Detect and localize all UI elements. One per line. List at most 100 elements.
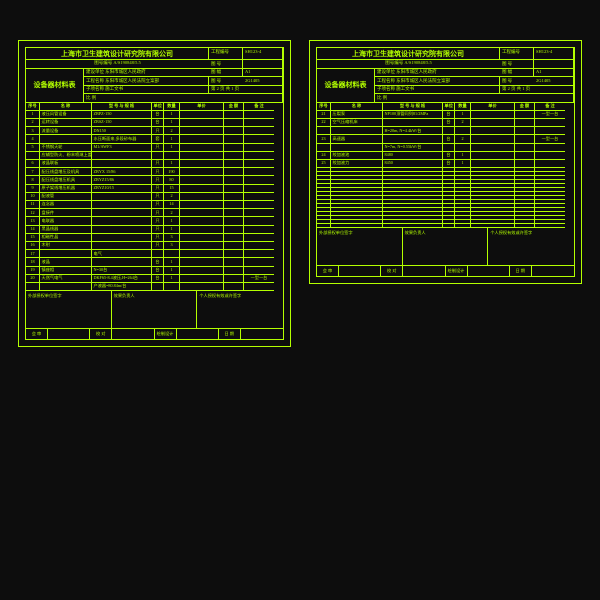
cell	[244, 209, 274, 217]
table-row: 6液晶联板只1	[26, 160, 283, 168]
cell: 15	[26, 234, 40, 242]
footer-cell: 日 期	[219, 329, 241, 339]
table-row: H=20m, N=4.4kW/台	[317, 127, 574, 135]
company-title: 上海市卫生建筑设计研究院有限公司	[26, 48, 209, 60]
cell	[244, 201, 274, 209]
cell	[471, 135, 515, 143]
cell: 流量设备	[40, 127, 92, 135]
cell: 电联器	[40, 217, 92, 225]
cell: 配压线盘增压及机具	[40, 168, 92, 176]
cell	[180, 144, 224, 152]
cell: 6	[26, 160, 40, 168]
cell	[92, 152, 152, 160]
cell: 19	[26, 267, 40, 275]
col-header: 备 注	[535, 103, 565, 111]
signature-cell: 效果负责人	[403, 228, 489, 266]
footer-cell	[177, 329, 219, 339]
cell	[244, 242, 274, 250]
cell	[152, 250, 164, 258]
cell	[180, 217, 224, 225]
cell	[471, 152, 515, 160]
cell: ZBSZ-150	[92, 119, 152, 127]
col-header: 型 号 与 规 格	[92, 103, 152, 111]
cell: 2	[26, 119, 40, 127]
cell	[92, 226, 152, 234]
cell: 原子架线增压机器	[40, 185, 92, 193]
cell: 配液管	[40, 193, 92, 201]
cell: 一型一台	[535, 111, 565, 119]
table-row: 9原子架线增压机器ZBYZ10/15只15	[26, 185, 283, 193]
cell	[40, 283, 92, 291]
cell	[92, 258, 152, 266]
cell	[244, 168, 274, 176]
cell	[383, 135, 443, 143]
table-row: 产液器=80.84m/台	[26, 283, 283, 291]
cell: 1	[26, 111, 40, 119]
cell: 台	[152, 267, 164, 275]
cell	[26, 283, 40, 291]
column-header-row: 序号名 称型 号 与 规 格单位数量单价金 额备 注	[26, 103, 283, 111]
table-row: 23高速器台2一型一台	[317, 135, 574, 143]
cell: 4	[26, 135, 40, 143]
cell: 1	[164, 226, 180, 234]
cell	[515, 135, 535, 143]
cell	[383, 119, 443, 127]
cell	[515, 160, 535, 168]
cell	[224, 168, 244, 176]
cell: 只	[152, 242, 164, 250]
cell: 190	[164, 168, 180, 176]
cell	[244, 135, 274, 143]
col-header: 单价	[180, 103, 224, 111]
cell	[180, 168, 224, 176]
col-header: 序号	[317, 103, 331, 111]
cell	[224, 144, 244, 152]
cell	[244, 176, 274, 184]
cell: 8450	[383, 160, 443, 168]
cell	[180, 258, 224, 266]
cell	[224, 209, 244, 217]
cell	[515, 144, 535, 152]
cell	[224, 193, 244, 201]
table-row: 21压裂泵NP100顶管同列81/2MPa台1一型一台	[317, 111, 574, 119]
cell	[224, 250, 244, 258]
cell	[180, 160, 224, 168]
cell: ZBYX 15/86	[92, 168, 152, 176]
cell	[180, 275, 224, 283]
cell: 液压风管设备	[40, 111, 92, 119]
cell: 只	[152, 127, 164, 135]
cell: 只	[152, 193, 164, 201]
info-builder: 建设单位 东阳市城区人民政府	[375, 69, 500, 78]
cell: 盘接件	[40, 209, 92, 217]
cell: 台	[443, 152, 455, 160]
footer-cell: 绘制设计	[446, 266, 468, 276]
cell: 绞加液池	[331, 152, 383, 160]
cell	[515, 127, 535, 135]
cell: 16	[26, 242, 40, 250]
cell: 只	[152, 185, 164, 193]
cell: 电气	[92, 250, 152, 258]
cell	[224, 258, 244, 266]
signature-cell: 效果负责人	[112, 291, 198, 329]
cell	[471, 144, 515, 152]
table-row: 1液压风管设备ZBPZ-150台1	[26, 111, 283, 119]
cell	[224, 267, 244, 275]
cell	[244, 267, 274, 275]
cell: 21	[317, 111, 331, 119]
cell: 3	[164, 234, 180, 242]
table-row: 8配压线盘增压机具ZBYZ15/86只80	[26, 176, 283, 184]
cell: 8	[26, 176, 40, 184]
footer-cell: 会 审	[26, 329, 48, 339]
table-row: 25绞加液力8450台1	[317, 160, 574, 168]
cell: 一型一台	[535, 135, 565, 143]
cell: 1	[164, 144, 180, 152]
info-project: 工程名称 东阳市城区人民法院立案部	[375, 77, 500, 86]
cell	[443, 144, 455, 152]
table-row: 应辅型防火、粉末喷淋上盖,	[26, 152, 283, 160]
cell	[535, 127, 565, 135]
cell: 台	[443, 135, 455, 143]
table-title: 设备器材料表	[317, 69, 375, 103]
cell: 绞加液力	[331, 160, 383, 168]
cell	[180, 242, 224, 250]
cell	[180, 152, 224, 160]
cell: H=20m, N=4.4kW/台	[383, 127, 443, 135]
